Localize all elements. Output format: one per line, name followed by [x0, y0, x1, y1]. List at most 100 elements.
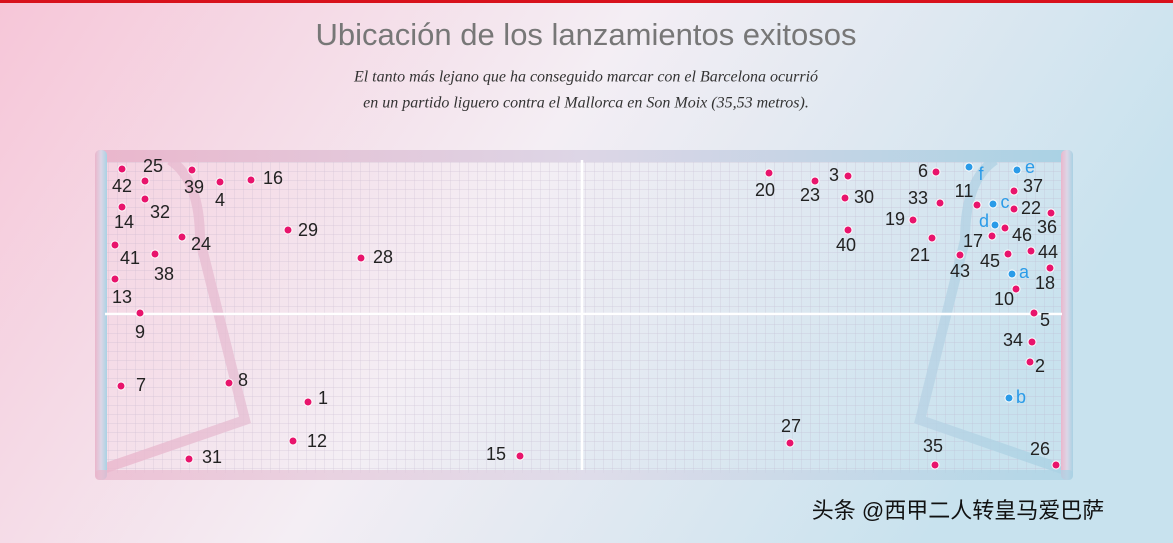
shot-label: 40	[836, 235, 856, 255]
shot-dot	[935, 198, 945, 208]
shot-label: 12	[307, 431, 327, 451]
shot-dot	[1009, 186, 1019, 196]
subtitle: en un partido liguero contra el Mallorca…	[363, 95, 809, 112]
shot-dot	[990, 220, 1000, 230]
shot-dot	[785, 438, 795, 448]
shot-label: 23	[800, 185, 820, 205]
shot-dot	[356, 253, 366, 263]
shot-dot	[117, 164, 127, 174]
shot-dot	[987, 231, 997, 241]
shot-label: 7	[136, 375, 146, 395]
shot-dot	[1011, 284, 1021, 294]
shot-label: 15	[486, 444, 506, 464]
top-bar	[0, 0, 1173, 3]
shot-label: 11	[955, 181, 974, 201]
goal	[95, 150, 1073, 480]
shot-label: c	[1001, 192, 1010, 212]
shot-label: 22	[1021, 198, 1041, 218]
shot-dot	[1029, 308, 1039, 318]
shot-dot	[184, 454, 194, 464]
shot-dot	[1051, 460, 1061, 470]
shot-label: 30	[854, 187, 874, 207]
shot-dot	[1046, 208, 1056, 218]
shot-label: 21	[910, 245, 930, 265]
shot-dot	[140, 194, 150, 204]
shot-dot	[908, 215, 918, 225]
shot-dot	[117, 202, 127, 212]
shot-label: 35	[923, 436, 943, 456]
shot-dot	[843, 225, 853, 235]
shot-dot	[110, 240, 120, 250]
shot-label: 43	[950, 261, 970, 281]
shot-label: 38	[154, 264, 174, 284]
shot-dot	[135, 308, 145, 318]
shot-dot	[140, 176, 150, 186]
shot-label: a	[1019, 262, 1030, 282]
shot-label: 41	[120, 248, 140, 268]
shot-label: 8	[238, 370, 248, 390]
shot-dot	[283, 225, 293, 235]
shot-dot	[1026, 246, 1036, 256]
shot-label: 2	[1035, 356, 1045, 376]
shot-label: 10	[994, 289, 1014, 309]
shot-dot	[930, 460, 940, 470]
shot-dot	[972, 200, 982, 210]
shot-dot	[1045, 263, 1055, 273]
shot-dot	[927, 233, 937, 243]
shot-label: f	[978, 164, 984, 184]
shot-dot	[810, 176, 820, 186]
shot-label: 45	[980, 251, 1000, 271]
shot-label: 25	[143, 156, 163, 176]
shot-label: 16	[263, 168, 283, 188]
title: Ubicación de los lanzamientos exitosos	[315, 17, 856, 52]
shot-dot	[515, 451, 525, 461]
shot-label: 42	[112, 176, 132, 196]
shot-label: 27	[781, 416, 801, 436]
shot-label: 9	[135, 322, 145, 342]
shot-label: 19	[885, 209, 905, 229]
shot-label: 46	[1012, 225, 1032, 245]
shot-dot	[110, 274, 120, 284]
shot-dot	[1000, 223, 1010, 233]
shot-label: 6	[918, 161, 928, 181]
shot-dot	[1025, 357, 1035, 367]
shot-label: 33	[908, 188, 928, 208]
shot-dot	[840, 193, 850, 203]
watermark: 头条 @西甲二人转皇马爱巴萨	[812, 498, 1104, 523]
subtitle: El tanto más lejano que ha conseguido ma…	[353, 69, 818, 86]
shot-dot	[1004, 393, 1014, 403]
shot-label: 20	[755, 180, 775, 200]
shot-label: 31	[202, 447, 222, 467]
shot-dot	[246, 175, 256, 185]
shot-label: b	[1016, 387, 1026, 407]
shot-dot	[931, 167, 941, 177]
shot-label: 39	[184, 177, 204, 197]
shot-label: 29	[298, 220, 318, 240]
shot-dot	[150, 249, 160, 259]
shot-dot	[1027, 337, 1037, 347]
shot-label: 17	[963, 231, 983, 251]
shot-label: 5	[1040, 310, 1050, 330]
shot-dot	[764, 168, 774, 178]
shot-dot	[843, 171, 853, 181]
shot-dot	[988, 199, 998, 209]
shot-label: e	[1025, 157, 1035, 177]
shot-dot	[955, 250, 965, 260]
shot-label: 34	[1003, 330, 1023, 350]
shot-label: 18	[1035, 273, 1055, 293]
shot-label: 37	[1023, 176, 1043, 196]
shot-label: 32	[150, 202, 170, 222]
shot-label: 28	[373, 247, 393, 267]
shot-dot	[1012, 165, 1022, 175]
shot-dot	[177, 232, 187, 242]
shot-label: 4	[215, 190, 225, 210]
shot-dot	[303, 397, 313, 407]
shot-label: 24	[191, 234, 211, 254]
shot-dot	[1009, 204, 1019, 214]
shot-dot	[1003, 249, 1013, 259]
shot-label: d	[979, 211, 989, 231]
shot-dot	[215, 177, 225, 187]
shot-label: 36	[1037, 217, 1057, 237]
shot-label: 3	[829, 165, 839, 185]
